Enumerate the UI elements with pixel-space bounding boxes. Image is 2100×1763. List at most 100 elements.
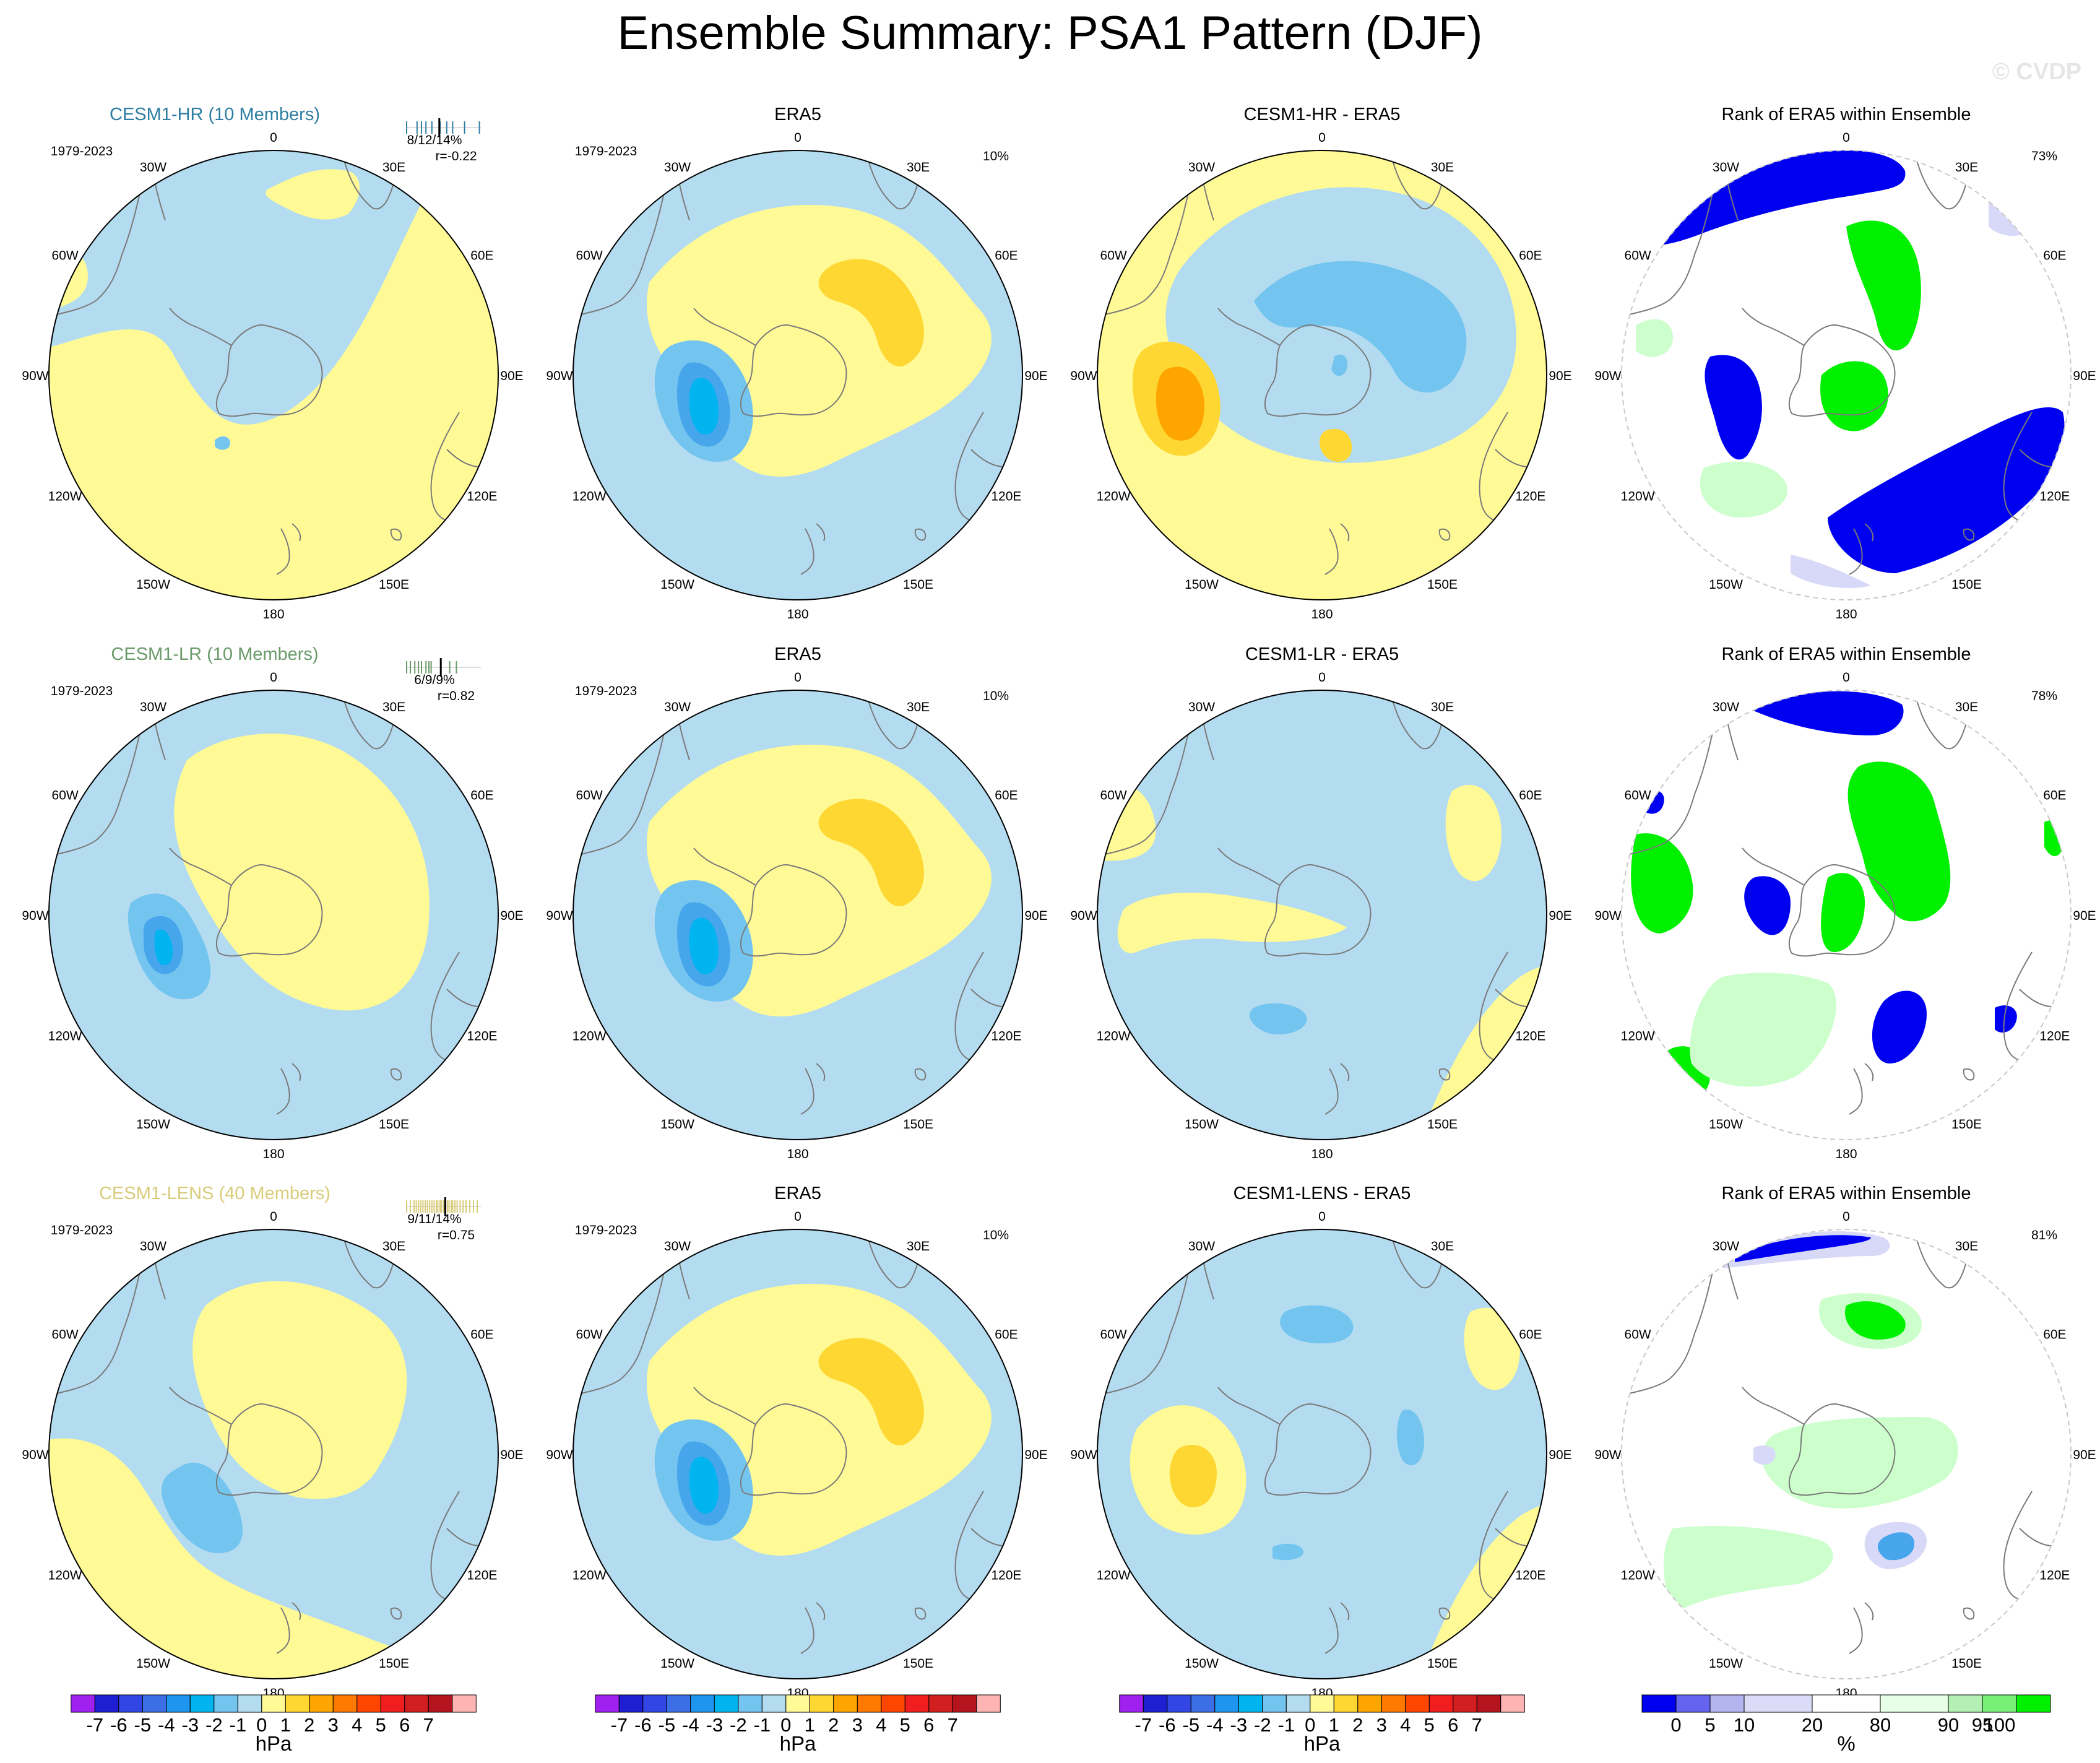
colorbar-label: 7 <box>423 1714 434 1736</box>
longitude-label-60e: 60E <box>995 249 1018 263</box>
longitude-label-0: 0 <box>1318 1210 1326 1224</box>
longitude-label-120e: 120E <box>991 490 1021 504</box>
map-border <box>48 150 499 600</box>
longitude-label-30e: 30E <box>907 160 930 175</box>
map-panel-r0c3: 0 30E 60E 90E 120E 150E 180 150W 120W 90W 60W 30W Ra… <box>1594 105 2096 622</box>
longitude-label-150e: 150E <box>1427 578 1458 592</box>
contour-region <box>266 169 360 220</box>
contour-region <box>1744 876 1791 935</box>
map-border <box>1621 1229 2072 1679</box>
longitude-label-150w: 150W <box>1709 1657 1743 1671</box>
longitude-label-90e: 90E <box>1024 1448 1047 1462</box>
longitude-label-150e: 150E <box>903 1117 933 1132</box>
colorbar-label: -1 <box>230 1714 247 1736</box>
contour-region <box>1761 1417 1958 1509</box>
longitude-label-0: 0 <box>270 1210 277 1224</box>
pct-stats: 8/12/14% <box>407 133 462 147</box>
colorbar-label: -4 <box>1206 1714 1224 1736</box>
colorbar-label: 90 <box>1938 1714 1959 1736</box>
longitude-label-150w: 150W <box>136 1117 170 1132</box>
colorbar-label: -2 <box>205 1714 223 1736</box>
longitude-label-30e: 30E <box>382 1239 405 1254</box>
colorbar-label: -5 <box>1183 1714 1200 1736</box>
colorbar-swatch <box>904 1694 930 1713</box>
period-label: 1979-2023 <box>51 1223 113 1237</box>
colorbar-label: -6 <box>110 1714 127 1736</box>
colorbar-swatch <box>1453 1694 1477 1713</box>
longitude-label-120w: 120W <box>48 1029 82 1044</box>
contour-region <box>1847 761 1951 922</box>
longitude-label-90e: 90E <box>2073 369 2096 383</box>
colorbar-swatch <box>428 1694 453 1713</box>
colorbar-swatch <box>166 1694 191 1713</box>
map-panel-r1c0: 0 30E 60E 90E 120E 150E 180 150W 120W 90W 60W 30W CE… <box>22 644 523 1161</box>
longitude-label-30e: 30E <box>1955 700 1978 714</box>
rank-pct: 78% <box>2031 689 2057 703</box>
rank-title: Rank of ERA5 within Ensemble <box>1722 105 1971 124</box>
colorbar-swatch <box>1190 1694 1216 1713</box>
hpa-colorbar: -7 -6 -5 -4 -3 -2 -1 0 1 2 3 4 5 6 7 hPa <box>595 1694 1001 1755</box>
rank-title: Rank of ERA5 within Ensemble <box>1722 644 1971 664</box>
longitude-label-60e: 60E <box>995 789 1018 803</box>
longitude-label-150e: 150E <box>1427 1117 1458 1132</box>
map-border <box>48 1229 499 1679</box>
longitude-label-60e: 60E <box>470 249 493 263</box>
longitude-label-0: 0 <box>1843 1210 1850 1224</box>
longitude-label-60w: 60W <box>576 249 603 263</box>
map-panels: 0 30E 60E 90E 120E 150E 180 150W 120W 90W 60W 30W CE… <box>22 105 2096 1700</box>
contour-region <box>1396 1410 1424 1466</box>
contour-region <box>1791 555 1871 588</box>
colorbar-label: -4 <box>158 1714 175 1736</box>
longitude-label-90e: 90E <box>500 909 523 923</box>
colorbar-label: 5 <box>1705 1714 1715 1736</box>
colorbar-swatch <box>714 1694 739 1713</box>
longitude-label-120w: 120W <box>1621 1029 1655 1044</box>
longitude-label-30e: 30E <box>907 1239 930 1254</box>
longitude-label-90w: 90W <box>1070 1448 1097 1462</box>
longitude-label-150w: 150W <box>136 1657 170 1671</box>
longitude-label-30w: 30W <box>664 1239 691 1254</box>
colorbar-swatch <box>285 1694 310 1713</box>
contour-region <box>2044 820 2063 856</box>
colorbar-swatch <box>332 1694 358 1713</box>
longitude-label-0: 0 <box>794 131 802 145</box>
colorbar-label: 5 <box>376 1714 386 1736</box>
colorbar-swatch <box>237 1694 262 1713</box>
colorbar-swatch <box>785 1694 810 1713</box>
longitude-label-180: 180 <box>787 607 808 622</box>
longitude-label-60w: 60W <box>1100 1328 1127 1342</box>
diff-title: CESM1-LR - ERA5 <box>1245 644 1399 664</box>
contour-region <box>689 1457 719 1514</box>
colorbar-swatch <box>1357 1694 1382 1713</box>
era5-pct: 10% <box>983 689 1009 703</box>
colorbar-swatch <box>1214 1694 1239 1713</box>
colorbar-swatch <box>1167 1694 1191 1713</box>
colorbar-swatch <box>1428 1694 1454 1713</box>
colorbar-label: -7 <box>87 1714 104 1736</box>
contour-region <box>162 1462 243 1553</box>
map-border <box>1097 690 1547 1140</box>
map-border <box>1621 150 2072 600</box>
longitude-label-60e: 60E <box>1519 789 1542 803</box>
map-panel-r1c2: 0 30E 60E 90E 120E 150E 180 150W 120W 90W 60W 30W CE… <box>1070 644 1571 1161</box>
colorbar-label: 20 <box>1802 1714 1823 1736</box>
longitude-label-90w: 90W <box>546 369 573 383</box>
longitude-label-120e: 120E <box>1515 1029 1545 1044</box>
longitude-label-150e: 150E <box>1951 1117 1982 1132</box>
contour-region <box>1631 833 1693 933</box>
longitude-label-120e: 120E <box>1515 490 1545 504</box>
longitude-label-120w: 120W <box>48 490 82 504</box>
longitude-label-150e: 150E <box>379 1117 409 1132</box>
colorbar-units: % <box>1837 1732 1855 1755</box>
colorbar-swatch <box>952 1694 977 1713</box>
longitude-label-90e: 90E <box>2073 909 2096 923</box>
longitude-label-180: 180 <box>787 1147 808 1161</box>
longitude-label-150w: 150W <box>1185 1657 1219 1671</box>
longitude-label-0: 0 <box>1843 131 1850 145</box>
longitude-label-120e: 120E <box>2039 1029 2070 1044</box>
colorbar-swatch <box>618 1694 644 1713</box>
colorbar-label: -1 <box>1278 1714 1295 1736</box>
colorbar-label: 4 <box>352 1714 362 1736</box>
contour-region <box>49 1438 498 1679</box>
colorbar-label: 7 <box>1472 1714 1482 1736</box>
